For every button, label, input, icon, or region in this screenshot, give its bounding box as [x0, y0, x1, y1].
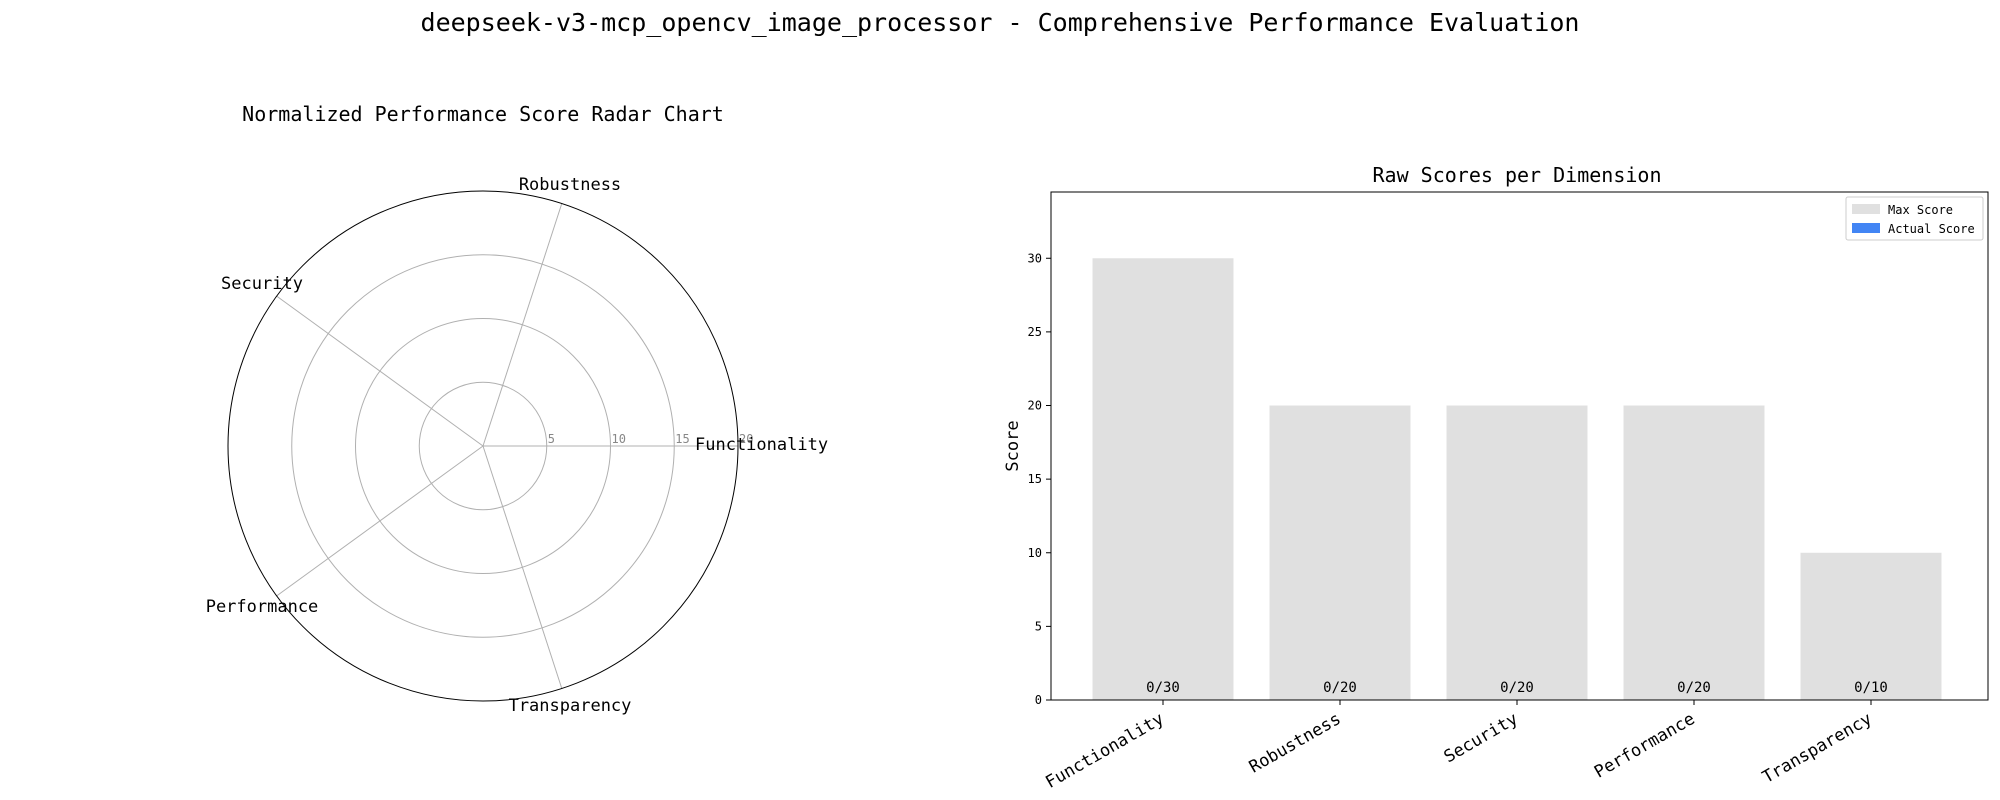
x-tick-label: Functionality: [1042, 709, 1167, 793]
bar-chart-data-labels: 0/30 0/20 0/20 0/20 0/10: [1146, 680, 1888, 696]
radar-axis-label: Transparency: [509, 696, 632, 716]
radar-axis-labels: Functionality Robustness Security Performan…: [206, 175, 828, 716]
radar-spoke: [276, 445, 484, 597]
legend-label: Actual Score: [1888, 222, 1975, 236]
radar-outer-frame: [227, 190, 739, 702]
x-tick-label: Performance: [1591, 709, 1699, 783]
radar-axis-label: Functionality: [695, 435, 828, 455]
radar-axis-label: Robustness: [519, 175, 621, 195]
bar-chart-x-ticks: Functionality Robustness Security Performan…: [1042, 700, 1876, 793]
y-tick-label: 15: [1028, 472, 1042, 486]
bar-data-label: 0/20: [1323, 680, 1357, 696]
y-tick-label: 25: [1028, 325, 1042, 339]
y-tick-label: 0: [1035, 693, 1042, 707]
radar-spoke: [276, 295, 484, 447]
bar-chart-bars: [1092, 258, 1942, 700]
y-tick-label: 30: [1028, 251, 1042, 265]
bar-data-label: 0/30: [1146, 680, 1180, 696]
radar-axis-label: Performance: [206, 597, 319, 617]
max-score-bar: [1446, 405, 1588, 700]
y-tick-label: 20: [1028, 399, 1042, 413]
radar-spoke: [482, 203, 563, 447]
bar-chart-title: Raw Scores per Dimension: [1373, 163, 1662, 187]
radar-radial-tick-label: 15: [675, 432, 689, 446]
y-tick-label: 5: [1035, 619, 1042, 633]
x-tick-label: Transparency: [1759, 709, 1875, 788]
radar-axis-label: Security: [221, 274, 303, 294]
max-score-bar: [1623, 405, 1765, 700]
max-score-bar: [1269, 405, 1411, 700]
radar-chart: Normalized Performance Score Radar Chart…: [206, 102, 828, 716]
radar-radial-tick-label: 5: [548, 432, 555, 446]
x-tick-label: Robustness: [1246, 709, 1345, 778]
max-score-bar: [1092, 258, 1234, 700]
bar-chart: Raw Scores per Dimension 0 5 10 15 20 25 30 Fu…: [1003, 163, 1989, 793]
bar-data-label: 0/20: [1500, 680, 1534, 696]
bar-chart-y-axis-label: Score: [1003, 420, 1023, 471]
radar-spokes: [276, 203, 738, 689]
bar-chart-y-ticks: 0 5 10 15 20 25 30: [1028, 251, 1051, 707]
x-tick-label: Security: [1441, 709, 1522, 767]
radar-radial-tick-label: 20: [739, 432, 753, 446]
max-score-bar: [1800, 552, 1942, 700]
legend-swatch: [1852, 223, 1880, 233]
radar-radial-tick-label: 10: [612, 432, 626, 446]
bar-chart-frame: [1050, 191, 1989, 701]
legend-swatch: [1852, 204, 1880, 214]
legend-box: [1845, 196, 1984, 241]
bar-data-label: 0/10: [1854, 680, 1888, 696]
radar-radial-tick-labels: 5 10 15 20: [548, 432, 754, 446]
radar-spoke: [482, 445, 563, 689]
y-tick-label: 10: [1028, 546, 1042, 560]
figure-title: deepseek-v3-mcp_opencv_image_processor -…: [420, 8, 1580, 37]
legend-label: Max Score: [1888, 203, 1953, 217]
bar-chart-legend: Max Score Actual Score: [1845, 196, 1984, 241]
bar-data-label: 0/20: [1677, 680, 1711, 696]
radar-chart-title: Normalized Performance Score Radar Chart: [242, 102, 724, 126]
